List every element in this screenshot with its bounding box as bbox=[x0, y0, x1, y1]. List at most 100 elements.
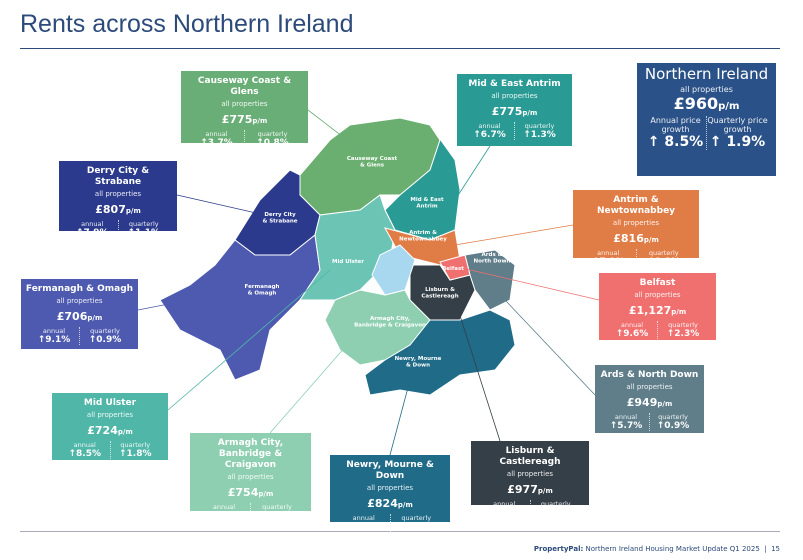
region-name: Fermanagh & Omagh bbox=[25, 284, 134, 294]
annual-value: ↑3.7% bbox=[200, 138, 233, 148]
quarterly-col: quarterly ↑1.1% bbox=[117, 220, 170, 238]
region-unit: p/m bbox=[125, 207, 141, 215]
region-rent: £807 bbox=[95, 203, 126, 216]
map-label: Castlereagh bbox=[421, 294, 458, 300]
annual-label: annual bbox=[493, 500, 516, 508]
leader-line bbox=[454, 299, 501, 442]
footer: PropertyPal: Northern Ireland Housing Ma… bbox=[534, 545, 780, 553]
region-sub: all properties bbox=[366, 484, 414, 492]
map-label: Banbridge & Craigavon bbox=[354, 323, 426, 329]
footer-page: 15 bbox=[771, 545, 780, 553]
region-rent: £949 bbox=[626, 396, 658, 409]
annual-value: ↑8.5% bbox=[68, 449, 101, 459]
region-rent: £1,127 bbox=[628, 304, 672, 317]
leader-line bbox=[504, 299, 596, 396]
quarterly-value: ↑0.9% bbox=[88, 335, 122, 345]
annual-label: annual bbox=[81, 220, 104, 228]
annual-col: annual ↑9.1% bbox=[29, 327, 79, 345]
map-label: Newry, Mourne bbox=[395, 356, 442, 362]
summary-name: Northern Ireland bbox=[644, 65, 769, 83]
region-unit: p/m bbox=[671, 308, 687, 316]
map-label: Derry City bbox=[264, 212, 296, 218]
region-rent: £775 bbox=[491, 105, 523, 118]
map-label: Mid & East bbox=[410, 197, 444, 203]
region-shape bbox=[439, 254, 471, 281]
region-card: Mid & East Antrim all properties £775p/m an… bbox=[457, 74, 572, 146]
rent-row: £754p/m bbox=[190, 481, 311, 500]
growth-row: annual ↑10.5% quarterly ↑2.3% bbox=[479, 500, 581, 518]
annual-col: annual ↑7.9% bbox=[67, 220, 118, 238]
quarterly-col: quarterly ↑1.7% bbox=[389, 514, 443, 532]
regions bbox=[159, 117, 516, 396]
region-rent: £724 bbox=[87, 424, 118, 437]
region-card: Newry, Mourne & Down all properties £824p/… bbox=[330, 455, 450, 532]
quarterly-label: quarterly bbox=[262, 503, 292, 511]
annual-value: ↑9.1% bbox=[37, 335, 71, 345]
lough bbox=[371, 244, 416, 296]
rent-row: £724p/m bbox=[52, 419, 168, 438]
annual-col: annual ↑8.5% bbox=[60, 441, 110, 459]
region-name: Derry City & Strabane bbox=[86, 166, 150, 187]
region-card: Ards & North Down all properties £949p/m an… bbox=[595, 365, 704, 433]
map-label: Lisburn & bbox=[425, 287, 455, 293]
annual-label: annual bbox=[614, 413, 638, 421]
annual-value: ↑ 8.5% bbox=[647, 134, 704, 150]
growth-row: annual ↑9.6% quarterly ↑2.3% bbox=[607, 321, 708, 339]
region-sub: all properties bbox=[227, 473, 274, 481]
region-unit: p/m bbox=[117, 428, 133, 436]
annual-label: Annual price growth bbox=[650, 116, 701, 134]
region-rent: £754 bbox=[227, 486, 259, 499]
region-shape bbox=[464, 249, 516, 311]
growth-row: annual ↑6.7% quarterly ↑1.3% bbox=[465, 122, 564, 140]
quarterly-label: quarterly bbox=[648, 249, 679, 257]
quarterly-value: ↑1.8% bbox=[118, 449, 152, 459]
annual-col: annual ↑10.5% bbox=[479, 500, 530, 518]
annual-value: ↑10.5% bbox=[484, 508, 524, 518]
annual-col: annual ↑5.6% bbox=[198, 503, 250, 521]
region-name: Newry, Mourne & Down bbox=[346, 460, 434, 481]
map-label: Antrim & bbox=[409, 230, 437, 236]
region-rent: £977 bbox=[507, 483, 538, 496]
quarterly-label: quarterly bbox=[257, 130, 288, 138]
growth-row: annual ↑7.9% quarterly ↑1.2% bbox=[581, 249, 691, 267]
map-label: & Down bbox=[406, 363, 430, 369]
annual-label: annual bbox=[478, 122, 501, 130]
quarterly-label: quarterly bbox=[658, 413, 688, 421]
quarterly-label: quarterly bbox=[128, 220, 159, 228]
annual-label: annual bbox=[212, 503, 236, 511]
growth-row: annual ↑5.6% quarterly ↑1.3% bbox=[198, 503, 303, 521]
quarterly-label: quarterly bbox=[401, 514, 432, 522]
region-card: Belfast all properties £1,127p/m annual ↑9.6… bbox=[599, 273, 716, 340]
leader-line bbox=[389, 379, 411, 456]
region-unit: p/m bbox=[522, 109, 538, 117]
leader-line bbox=[137, 289, 241, 311]
growth-row: annual ↑7.9% quarterly ↑1.1% bbox=[67, 220, 169, 238]
annual-col: annual ↑7.9% bbox=[581, 249, 636, 267]
quarterly-value: ↑1.3% bbox=[523, 130, 556, 140]
region-sub: all properties bbox=[94, 190, 142, 198]
quarterly-value: ↑1.7% bbox=[399, 522, 433, 532]
summary-sub: all properties bbox=[680, 85, 733, 94]
rent-row: £706p/m bbox=[21, 305, 138, 324]
region-sub: all properties bbox=[491, 92, 538, 100]
leader-line bbox=[167, 269, 331, 411]
annual-label: annual bbox=[620, 321, 644, 329]
region-sub: all properties bbox=[612, 219, 660, 227]
quarterly-col: quarterly ↑0.9% bbox=[79, 327, 130, 345]
region-name: Armagh City, Banbridge & Craigavon bbox=[217, 438, 284, 470]
annual-col: annual ↑6.7% bbox=[465, 122, 514, 140]
annual-value: ↑7.9% bbox=[591, 257, 625, 267]
rent-row: £1,127p/m bbox=[599, 299, 716, 318]
annual-label: annual bbox=[597, 249, 620, 257]
region-rent: £816 bbox=[613, 232, 644, 245]
summary-card: Northern Ireland all properties £960p/m … bbox=[637, 63, 776, 176]
region-unit: p/m bbox=[87, 314, 103, 322]
region-name: Causeway Coast & Glens bbox=[197, 76, 292, 97]
footer-separator: | bbox=[764, 545, 767, 553]
map-label: Causeway Coast bbox=[347, 156, 398, 162]
annual-col: annual ↑3.7% bbox=[189, 130, 244, 148]
quarterly-col: quarterly ↑1.3% bbox=[250, 503, 303, 521]
